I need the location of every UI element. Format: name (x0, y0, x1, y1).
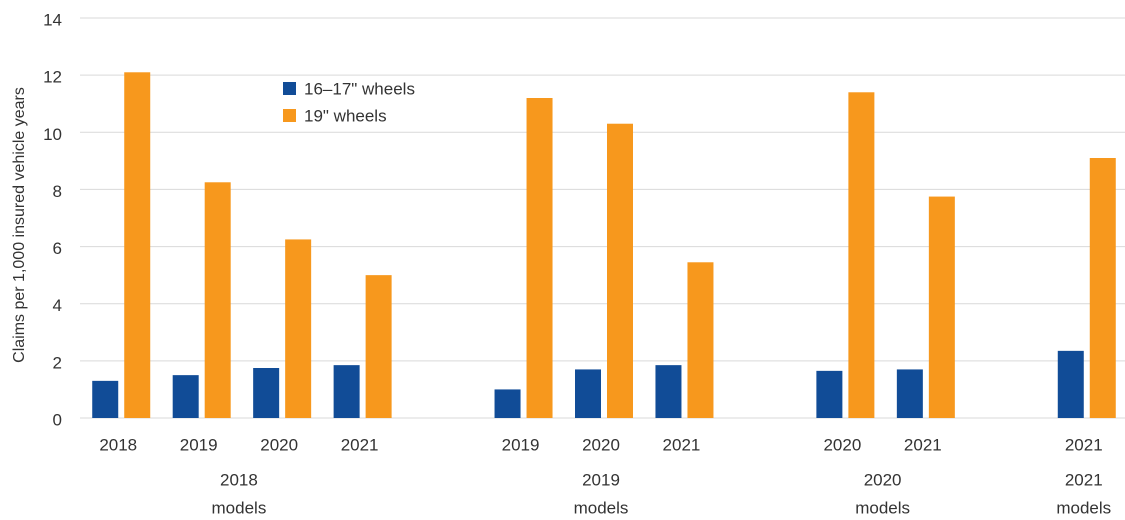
group-label: 2021 (1065, 470, 1103, 489)
x-tick-label: 2021 (341, 435, 379, 454)
y-tick-label: 0 (53, 410, 62, 429)
y-tick-label: 4 (53, 296, 62, 315)
x-tick-label: 2020 (260, 435, 298, 454)
bar (526, 98, 553, 418)
legend-label: 19" wheels (304, 106, 387, 125)
y-tick-label: 2 (53, 353, 62, 372)
x-tick-label: 2021 (663, 435, 701, 454)
bar (124, 72, 151, 419)
group-label: 2019 (582, 470, 620, 489)
y-tick-label: 6 (53, 239, 62, 258)
group-label: models (855, 498, 910, 517)
bar (494, 389, 521, 418)
y-axis-label: Claims per 1,000 insured vehicle years (11, 87, 28, 363)
group-label: 2018 (220, 470, 258, 489)
bar (655, 365, 682, 418)
y-tick-label: 8 (53, 182, 62, 201)
bar (253, 368, 280, 418)
bar (204, 182, 231, 418)
legend-swatch (283, 82, 296, 95)
y-tick-label: 10 (43, 125, 62, 144)
bar (333, 365, 360, 418)
group-label: 2020 (864, 470, 902, 489)
x-tick-label: 2021 (1065, 435, 1103, 454)
bar (172, 375, 199, 418)
bar (575, 369, 601, 418)
legend-label: 16–17" wheels (304, 79, 415, 98)
x-tick-label: 2019 (180, 435, 218, 454)
x-tick-label: 2020 (823, 435, 861, 454)
bar (928, 196, 955, 418)
x-tick-label: 2018 (99, 435, 137, 454)
group-label: models (574, 498, 629, 517)
bar (285, 239, 312, 418)
legend-swatch (283, 109, 296, 122)
bar (365, 275, 392, 418)
bar (687, 262, 714, 418)
bar (896, 369, 923, 418)
group-label: models (212, 498, 267, 517)
x-tick-label: 2019 (502, 435, 540, 454)
bar (607, 123, 633, 418)
group-label: models (1056, 498, 1111, 517)
bar (92, 380, 119, 418)
x-tick-label: 2020 (582, 435, 620, 454)
bar (1057, 350, 1084, 418)
y-tick-label: 14 (43, 10, 62, 29)
x-tick-label: 2021 (904, 435, 942, 454)
bar (848, 92, 875, 419)
bar (1089, 158, 1116, 418)
bar (816, 370, 843, 418)
y-tick-label: 12 (43, 68, 62, 87)
